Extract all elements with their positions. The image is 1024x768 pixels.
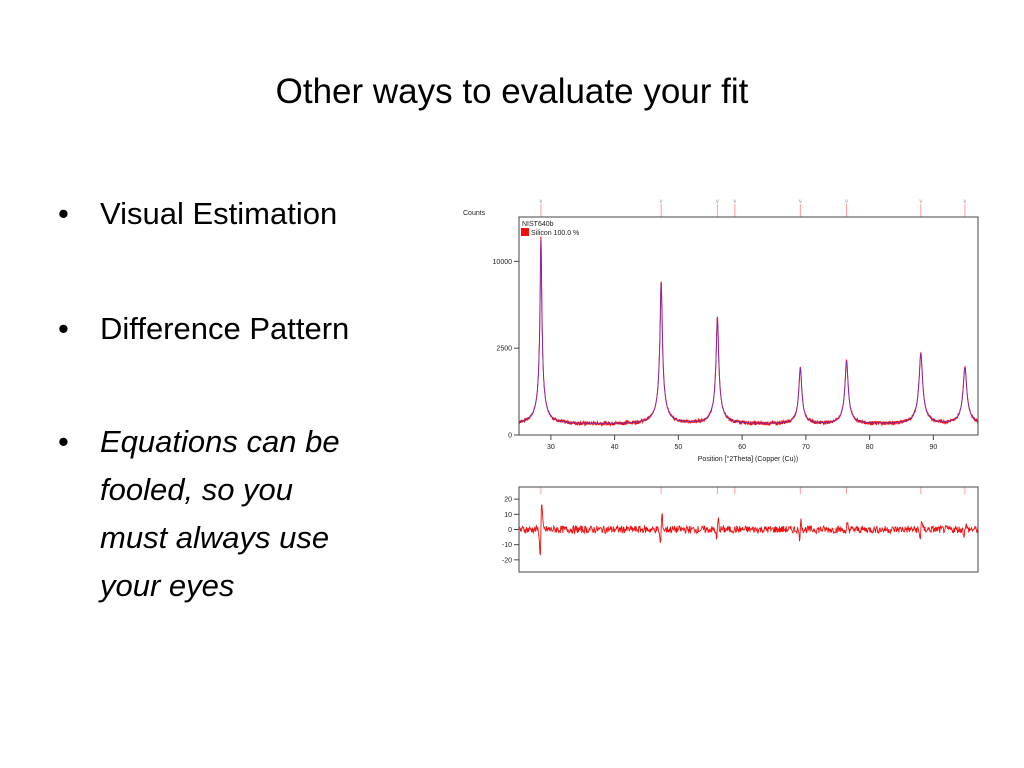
reference-marker-glyph: v bbox=[799, 199, 802, 205]
calculated-series-line bbox=[518, 239, 978, 424]
bullet-visual-estimation: • Visual Estimation bbox=[58, 190, 337, 238]
legend-entry: Silicon 100.0 % bbox=[531, 230, 579, 237]
y-tick-label: 2500 bbox=[496, 346, 512, 353]
diff-y-tick-label: -20 bbox=[502, 557, 512, 564]
observed-series-line bbox=[518, 236, 979, 428]
x-tick-label: 40 bbox=[611, 444, 619, 451]
bullet-text: Difference Pattern bbox=[100, 311, 350, 346]
x-tick-label: 30 bbox=[547, 444, 555, 451]
legend-swatch bbox=[521, 228, 529, 236]
bullet-difference-pattern: • Difference Pattern bbox=[58, 305, 349, 353]
reference-marker-glyph: v bbox=[539, 199, 542, 205]
bullet-line: Equations can be bbox=[100, 424, 340, 459]
reference-marker-glyph: v bbox=[660, 199, 663, 205]
y-axis-label: Counts bbox=[463, 210, 486, 217]
bullet-dot: • bbox=[58, 424, 69, 459]
bullet-equations: • Equations can be fooled, so you must a… bbox=[58, 418, 438, 610]
x-tick-label: 60 bbox=[738, 444, 746, 451]
reference-marker-glyph: v bbox=[733, 199, 736, 205]
x-axis-label: Position [°2Theta] (Copper (Cu)) bbox=[698, 455, 798, 463]
diff-y-tick-label: -10 bbox=[502, 542, 512, 549]
bullet-text: Equations can be fooled, so you must alw… bbox=[100, 418, 438, 610]
bullet-dot: • bbox=[58, 196, 69, 231]
y-tick-label: 10000 bbox=[493, 259, 513, 266]
diff-plot-frame bbox=[518, 486, 979, 573]
bullet-line: your eyes bbox=[100, 568, 235, 603]
x-tick-label: 70 bbox=[802, 444, 810, 451]
diff-y-tick-label: 0 bbox=[508, 527, 512, 534]
reference-marker-glyph: v bbox=[845, 199, 848, 205]
y-tick-label: 0 bbox=[508, 433, 512, 440]
bullet-line: must always use bbox=[100, 520, 330, 555]
reference-marker-glyph: v bbox=[919, 199, 922, 205]
difference-series-line bbox=[518, 504, 979, 556]
sample-label: NIST640b bbox=[522, 221, 554, 228]
diff-y-tick-label: 10 bbox=[504, 512, 512, 519]
x-tick-label: 50 bbox=[674, 444, 682, 451]
plot-frame bbox=[518, 216, 979, 436]
x-tick-label: 90 bbox=[929, 444, 937, 451]
diff-y-tick-label: 20 bbox=[504, 497, 512, 504]
slide-title: Other ways to evaluate your fit bbox=[275, 72, 749, 111]
reference-marker-glyph: v bbox=[716, 199, 719, 205]
x-tick-label: 80 bbox=[866, 444, 874, 451]
reference-marker-glyph: v bbox=[963, 199, 966, 205]
bullet-line: fooled, so you bbox=[100, 472, 294, 507]
bullet-dot: • bbox=[58, 311, 69, 346]
bullet-text: Visual Estimation bbox=[100, 196, 338, 231]
